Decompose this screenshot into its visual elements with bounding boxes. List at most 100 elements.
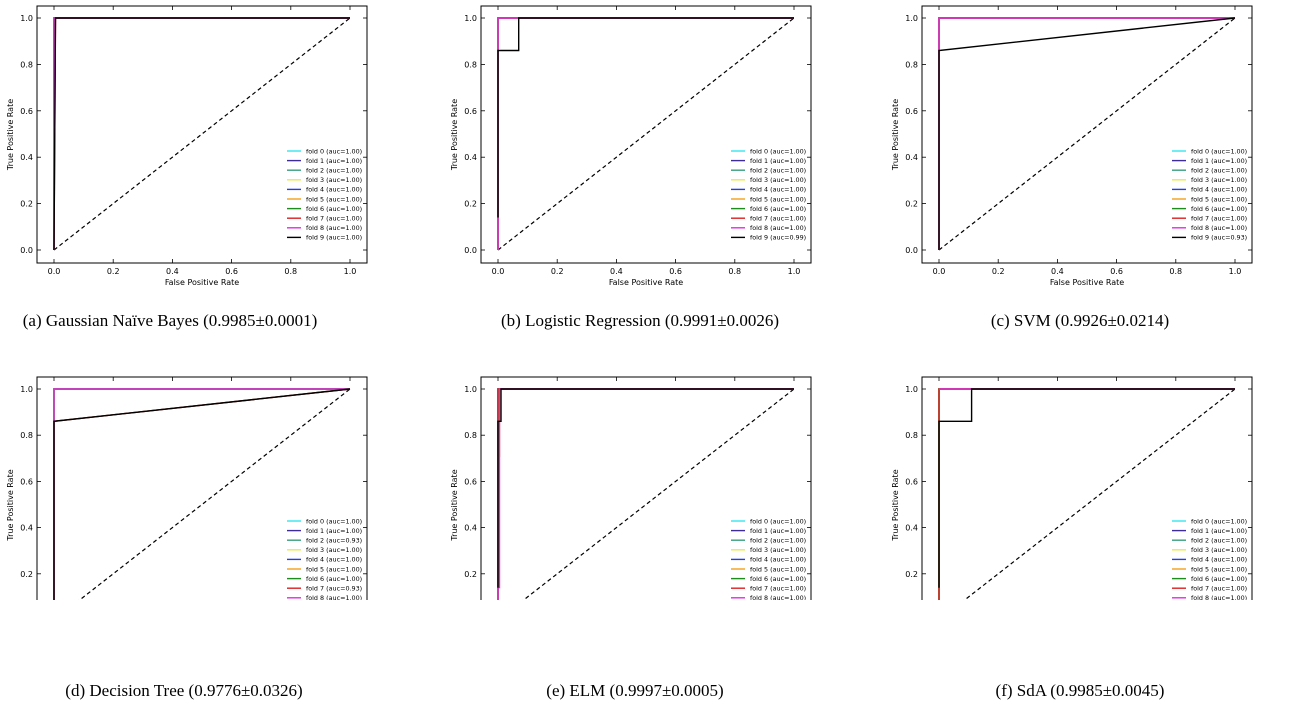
legend-label: fold 9 (auc=0.93) — [1191, 234, 1247, 242]
legend-label: fold 4 (auc=1.00) — [1191, 186, 1247, 194]
y-tick-label: 1.0 — [20, 14, 33, 23]
legend-label: fold 7 (auc=1.00) — [306, 215, 362, 223]
legend-label: fold 8 (auc=1.00) — [1191, 594, 1247, 600]
legend-label: fold 7 (auc=0.93) — [306, 585, 362, 593]
legend-label: fold 3 (auc=1.00) — [1191, 176, 1247, 184]
legend: fold 0 (auc=1.00) fold 1 (auc=1.00) fold 2… — [287, 517, 362, 600]
y-axis-label: True Positive Rate — [6, 469, 15, 541]
y-axis-label: True Positive Rate — [891, 469, 900, 541]
legend-label: fold 1 (auc=1.00) — [1191, 527, 1247, 535]
y-tick-label: 0.4 — [464, 153, 477, 162]
x-tick-label: 1.0 — [344, 267, 357, 276]
legend-label: fold 3 (auc=1.00) — [750, 546, 806, 554]
legend-label: fold 8 (auc=1.00) — [1191, 224, 1247, 232]
roc-line-fold-9 — [497, 388, 794, 588]
plot-frame — [36, 376, 368, 600]
legend: fold 0 (auc=1.00) fold 1 (auc=1.00) fold 2… — [731, 517, 806, 600]
x-tick-label: 0.8 — [284, 267, 297, 276]
y-tick-label: 0.8 — [20, 431, 33, 440]
y-tick-label: 0.4 — [905, 153, 918, 162]
y-tick-label: 0.2 — [905, 570, 918, 579]
legend-label: fold 0 (auc=1.00) — [750, 147, 806, 155]
legend-label: fold 3 (auc=1.00) — [750, 176, 806, 184]
y-tick-label: 1.0 — [905, 14, 918, 23]
y-tick-label: 0.4 — [20, 524, 33, 533]
roc-chart-c: 0.0 0.2 0.4 0.6 0.8 1.0 0.0 0.2 0.4 0.6 0.8 1.0 Fals… — [891, 5, 1253, 287]
x-tick-label: 0.6 — [1110, 267, 1123, 276]
x-tick-label: 0.2 — [551, 267, 564, 276]
legend-label: fold 5 (auc=1.00) — [750, 565, 806, 573]
legend-label: fold 2 (auc=0.93) — [306, 537, 362, 545]
legend-label: fold 6 (auc=1.00) — [306, 575, 362, 583]
legend-label: fold 8 (auc=1.00) — [750, 594, 806, 600]
legend-label: fold 6 (auc=1.00) — [750, 205, 806, 213]
y-tick-label: 0.4 — [464, 524, 477, 533]
roc-chart-f: 0.00.20.40.60.81.00.00.20.40.60.81.0Fals… — [891, 376, 1253, 600]
x-tick-label: 0.6 — [225, 267, 238, 276]
x-tick-label: 0.4 — [1051, 267, 1064, 276]
plot-frame — [36, 5, 368, 264]
roc-chart-a: 0.0 0.2 0.4 0.6 0.8 1.0 0.0 0.2 0.4 0.6 0.8 1.0 Fals… — [6, 5, 368, 287]
x-tick-label: 0.0 — [933, 267, 946, 276]
y-tick-label: 0.2 — [464, 200, 477, 209]
legend-label: fold 9 (auc=1.00) — [306, 234, 362, 242]
legend-label: fold 7 (auc=1.00) — [1191, 585, 1247, 593]
caption-d: (d) Decision Tree (0.9776±0.0326) — [65, 681, 303, 700]
legend-label: fold 2 (auc=1.00) — [750, 167, 806, 175]
legend-label: fold 0 (auc=1.00) — [1191, 517, 1247, 525]
caption-a: (a) Gaussian Naïve Bayes (0.9985±0.0001) — [22, 311, 318, 330]
x-tick-label: 1.0 — [1229, 267, 1242, 276]
x-tick-label: 0.8 — [1169, 267, 1182, 276]
roc-line-fold-9 — [53, 17, 350, 251]
x-tick-label: 0.0 — [48, 267, 61, 276]
y-tick-label: 0.6 — [905, 107, 918, 116]
legend-label: fold 7 (auc=1.00) — [1191, 215, 1247, 223]
legend: fold 0 (auc=1.00) fold 1 (auc=1.00) fold 2… — [731, 147, 806, 242]
y-tick-label: 0.2 — [905, 200, 918, 209]
caption-b: (b) Logistic Regression (0.9991±0.0026) — [501, 311, 779, 330]
x-axis-label: False Positive Rate — [165, 278, 239, 287]
plot-frame — [921, 5, 1253, 264]
legend: fold 0 (auc=1.00) fold 1 (auc=1.00) fold 2… — [287, 147, 362, 242]
y-tick-label: 0.8 — [464, 60, 477, 69]
legend-label: fold 3 (auc=1.00) — [306, 176, 362, 184]
legend-label: fold 6 (auc=1.00) — [306, 205, 362, 213]
legend: fold 0 (auc=1.00) fold 1 (auc=1.00) fold 2… — [1172, 147, 1247, 242]
y-tick-label: 0.6 — [20, 477, 33, 486]
roc-line-fold-9 — [497, 17, 794, 218]
legend-label: fold 4 (auc=1.00) — [306, 186, 362, 194]
roc-line-fold-9 — [938, 388, 1235, 588]
legend-label: fold 5 (auc=1.00) — [1191, 565, 1247, 573]
legend-label: fold 2 (auc=1.00) — [1191, 537, 1247, 545]
roc-chart-d: 0.00.20.40.60.81.00.00.20.40.60.81.0Fals… — [6, 376, 368, 600]
y-tick-label: 0.4 — [20, 153, 33, 162]
x-tick-label: 0.4 — [166, 267, 179, 276]
y-tick-label: 0.6 — [464, 107, 477, 116]
legend-label: fold 3 (auc=1.00) — [1191, 546, 1247, 554]
legend-label: fold 0 (auc=1.00) — [306, 147, 362, 155]
x-axis-label: False Positive Rate — [609, 278, 683, 287]
y-tick-label: 1.0 — [20, 385, 33, 394]
legend: fold 0 (auc=1.00) fold 1 (auc=1.00) fold 2… — [1172, 517, 1247, 600]
y-tick-label: 0.2 — [20, 570, 33, 579]
x-tick-label: 0.8 — [728, 267, 741, 276]
plot-frame — [921, 376, 1253, 600]
legend-label: fold 9 (auc=0.99) — [750, 234, 806, 242]
legend-label: fold 1 (auc=1.00) — [306, 527, 362, 535]
legend-label: fold 5 (auc=1.00) — [306, 565, 362, 573]
y-tick-label: 0.2 — [20, 200, 33, 209]
y-tick-label: 0.2 — [464, 570, 477, 579]
legend-label: fold 1 (auc=1.00) — [1191, 157, 1247, 165]
legend-label: fold 2 (auc=1.00) — [750, 537, 806, 545]
legend-label: fold 8 (auc=1.00) — [306, 594, 362, 600]
y-tick-label: 0.6 — [905, 477, 918, 486]
legend-label: fold 8 (auc=1.00) — [306, 224, 362, 232]
x-tick-label: 0.2 — [107, 267, 120, 276]
y-tick-label: 1.0 — [464, 14, 477, 23]
legend-label: fold 1 (auc=1.00) — [750, 157, 806, 165]
y-tick-label: 0.0 — [464, 246, 477, 255]
legend-label: fold 3 (auc=1.00) — [306, 546, 362, 554]
roc-line-fold-9 — [53, 388, 351, 600]
roc-chart-e: 0.00.20.40.60.81.00.00.20.40.60.81.0Fals… — [450, 376, 812, 600]
